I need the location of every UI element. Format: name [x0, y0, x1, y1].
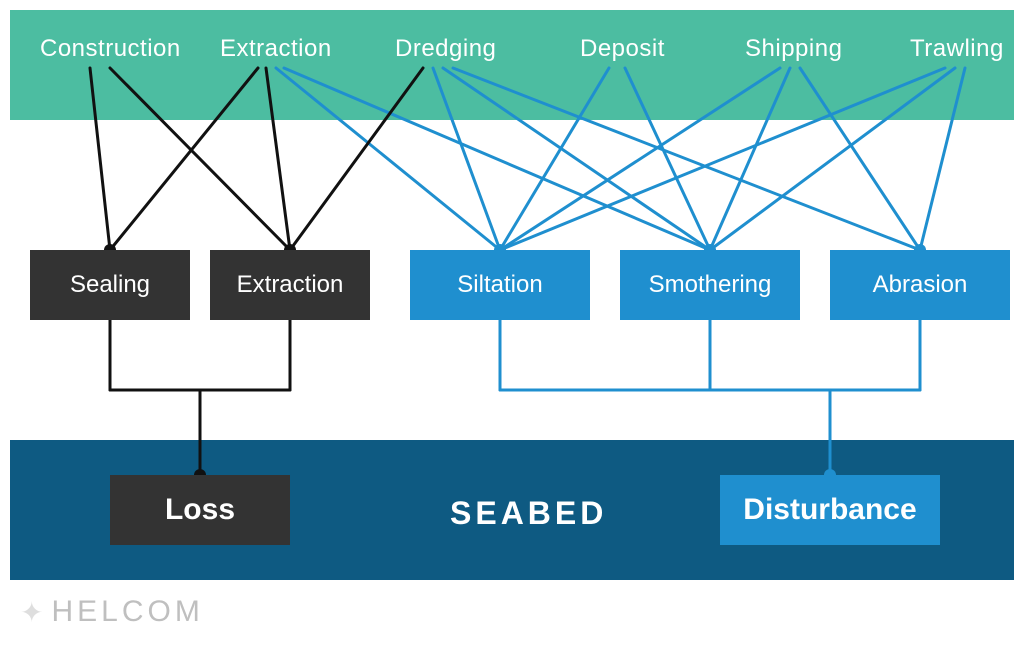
pressure-siltation: Siltation: [410, 250, 590, 320]
outcome-loss: Loss: [110, 475, 290, 545]
activity-construction: Construction: [40, 35, 181, 63]
activity-shipping: Shipping: [745, 35, 842, 63]
pressure-sealing: Sealing: [30, 250, 190, 320]
activity-deposit: Deposit: [580, 35, 665, 63]
footer-logo: ✦ HELCOM: [20, 595, 204, 629]
helcom-icon: ✦: [20, 596, 43, 629]
outcome-disturbance: Disturbance: [720, 475, 940, 545]
footer-text: HELCOM: [51, 595, 203, 629]
activity-trawling: Trawling: [910, 35, 1004, 63]
seabed-title: SEABED: [450, 495, 607, 532]
pressure-extraction: Extraction: [210, 250, 370, 320]
pressure-smothering: Smothering: [620, 250, 800, 320]
activity-dredging: Dredging: [395, 35, 496, 63]
pressure-abrasion: Abrasion: [830, 250, 1010, 320]
seabed-diagram: Construction Extraction Dredging Deposit Shi…: [0, 0, 1024, 648]
activity-extraction: Extraction: [220, 35, 332, 63]
activities-band: [10, 10, 1014, 120]
